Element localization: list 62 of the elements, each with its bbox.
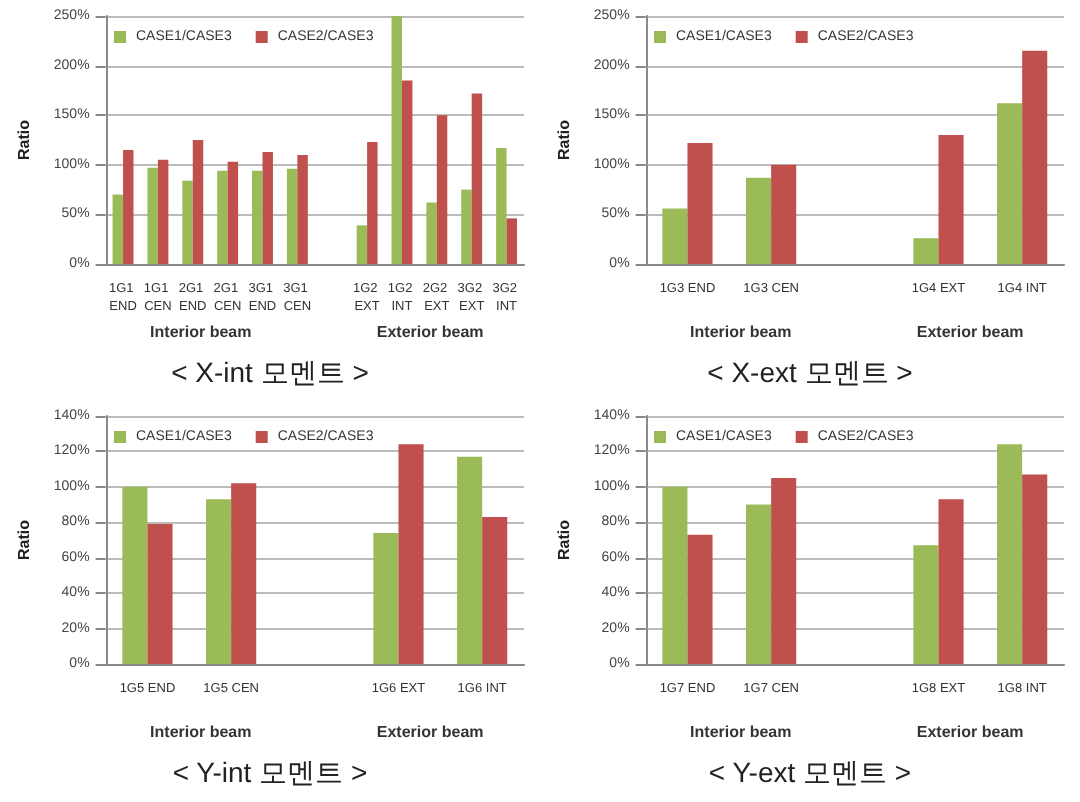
bar [356, 225, 368, 264]
text: < X-ext 모멘트 > [707, 356, 913, 388]
bar [746, 504, 772, 664]
y-axis-title: Ratio [555, 519, 573, 560]
text: Exterior beam [376, 323, 484, 341]
text: Interior beam [150, 723, 252, 741]
bar [217, 170, 228, 264]
bar [662, 486, 688, 664]
bar [373, 532, 399, 664]
bar [687, 534, 713, 664]
y-axis-title: Ratio [15, 119, 33, 160]
bar [662, 208, 688, 264]
bar [506, 218, 518, 264]
bar [391, 16, 402, 264]
bar [398, 444, 424, 664]
bar [262, 151, 273, 264]
text: < Y-ext 모멘트 > [708, 756, 912, 788]
bar [997, 103, 1023, 264]
bar [482, 516, 508, 664]
bar [182, 180, 193, 264]
text: Exterior beam [916, 723, 1024, 741]
text: Interior beam [690, 323, 792, 341]
bar [147, 524, 173, 664]
text: Exterior beam [376, 723, 484, 741]
bar [496, 147, 507, 264]
bar [367, 141, 378, 264]
bar [252, 170, 263, 264]
bar [1022, 474, 1048, 664]
bar [192, 140, 204, 264]
bar [771, 478, 797, 664]
bar [1022, 50, 1048, 264]
bar [687, 142, 713, 264]
bar [997, 444, 1023, 664]
bar [938, 499, 964, 664]
bar [457, 456, 483, 664]
y-axis-title: Ratio [15, 519, 33, 560]
text: Exterior beam [916, 323, 1024, 341]
bar [461, 189, 472, 264]
bar [771, 164, 797, 264]
bar [471, 93, 483, 264]
bar [147, 167, 158, 264]
text: Interior beam [690, 723, 792, 741]
bar [938, 135, 964, 264]
bar [123, 149, 134, 264]
bar [231, 483, 257, 664]
bar [426, 202, 437, 264]
bar [206, 499, 232, 664]
bar [913, 238, 939, 264]
text: < X-int 모멘트 > [171, 356, 369, 388]
bar [112, 194, 124, 264]
bar [401, 80, 413, 264]
bar [913, 545, 939, 664]
y-axis-title: Ratio [555, 119, 573, 160]
bar [122, 486, 148, 664]
bar [297, 154, 308, 264]
bar [436, 115, 448, 264]
text: < Y-int 모멘트 > [172, 756, 368, 788]
bar [157, 159, 169, 264]
bar [746, 177, 772, 264]
bar [227, 161, 239, 264]
bar [286, 168, 298, 264]
text: Interior beam [150, 323, 252, 341]
